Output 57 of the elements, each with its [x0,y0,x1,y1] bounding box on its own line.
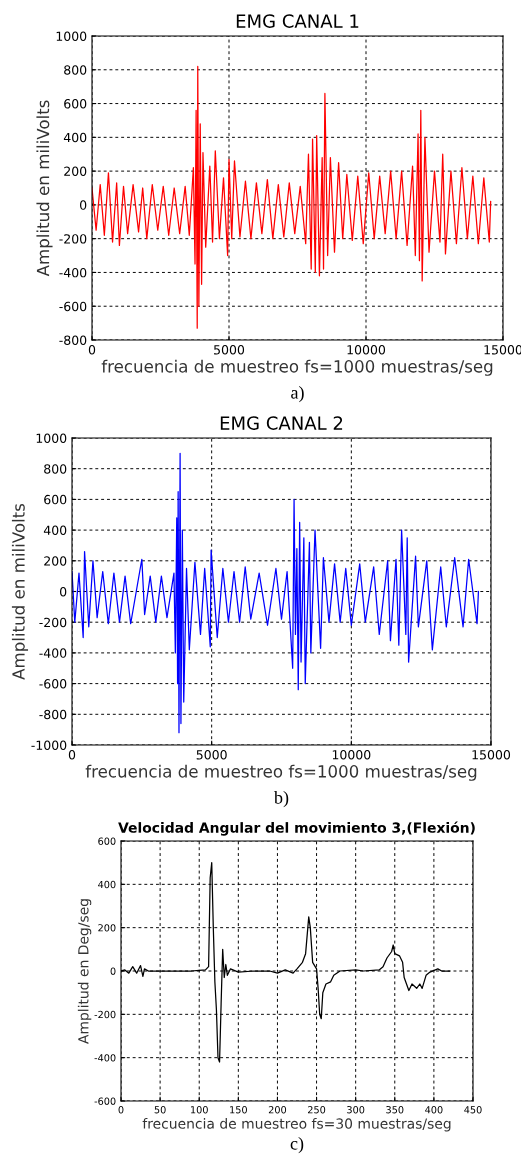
y-tick-label: -600 [94,1097,116,1105]
y-tick-label: 1000 [56,31,87,41]
chart-title: Velocidad Angular del movimiento 3,(Flexión) [118,821,475,836]
x-tick-label: 300 [347,1106,365,1114]
x-tick-label: 5000 [196,750,227,760]
y-tick-label: -600 [39,679,67,689]
y-tick-label: 0 [110,967,116,975]
x-tick-label: 15000 [472,750,511,760]
y-tick-label: 0 [60,586,67,597]
y-tick-label: 200 [98,924,116,932]
y-tick-label: 800 [64,65,87,75]
x-axis-title: frecuencia de muestreo fs=1000 muestras/seg [101,359,493,376]
x-tick-label: 50 [154,1106,166,1114]
x-tick-label: 450 [464,1106,482,1114]
y-tick-label: 0 [80,200,87,210]
x-tick-label: 150 [230,1106,247,1114]
chart-title: EMG CANAL 1 [236,14,359,28]
x-tick-label: 0 [118,1106,124,1114]
y-tick-label: 1000 [36,433,67,443]
line-series [72,452,480,734]
x-tick-label: 5000 [214,345,245,355]
y-tick-label: -200 [39,617,67,628]
y-tick-label: -800 [39,709,67,720]
y-tick-label: -400 [94,1054,116,1062]
y-tick-label: 400 [63,132,87,143]
text: a) [291,386,304,403]
x-tick-label: 100 [191,1106,208,1114]
y-tick-label: -200 [59,234,87,244]
y-tick-label: 800 [44,464,67,474]
x-axis-title: frecuencia de muestreo fs=30 muestras/seg [142,1118,451,1132]
y-tick-label: -400 [39,648,67,658]
y-tick-label: -400 [59,267,87,278]
x-tick-label: 10000 [347,345,386,355]
line-series [92,65,492,329]
y-tick-label: -600 [59,301,87,312]
x-axis-title: frecuencia de muestreo fs=1000 muestras/seg [85,764,477,781]
y-tick-label: 200 [44,556,67,566]
y-tick-label: -1000 [31,740,67,750]
y-tick-label: -200 [94,1010,116,1019]
y-tick-label: 600 [98,837,116,845]
x-tick-label: 400 [425,1106,443,1114]
x-tick-label: 250 [307,1106,326,1114]
y-axis-title: Amplitud en miliVolts [11,503,29,680]
y-tick-label: 200 [64,166,87,177]
y-tick-label: 600 [44,494,67,505]
x-tick-label: 350 [386,1106,404,1114]
chart-title: EMG CANAL 2 [220,416,343,430]
y-tick-label: 400 [98,880,116,889]
y-tick-label: 400 [43,525,67,536]
text: c) [290,1137,304,1154]
y-tick-label: -800 [59,335,87,345]
x-tick-label: 200 [268,1106,287,1114]
y-axis-title: Amplitud en miliVolts [36,100,53,277]
y-tick-label: 600 [64,99,87,109]
text: b) [273,791,289,808]
x-tick-label: 10000 [332,750,371,760]
y-axis-title: Amplitud en Deg/seg [77,899,92,1044]
